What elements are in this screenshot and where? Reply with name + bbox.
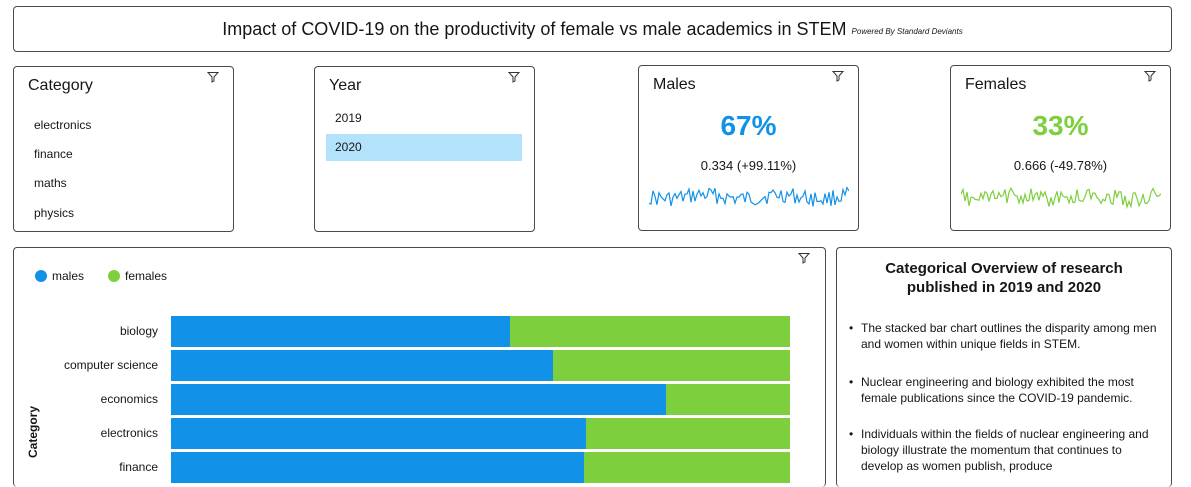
bar-males[interactable] [171,384,667,415]
category-item-maths[interactable]: maths [34,176,67,190]
bar-males[interactable] [171,350,553,381]
filter-icon[interactable] [508,71,520,83]
overview-title: Categorical Overview of research publish… [885,260,1123,296]
category-tick-label: biology [119,324,158,338]
legend-item-females[interactable]: females [108,269,167,283]
stacked-bar-chart-panel: males females biology computer science eco… [13,247,826,487]
bar-males[interactable] [171,418,587,449]
females-kpi-subtext: 0.666 (-49.78%) [1013,158,1108,173]
overview-panel: Categorical Overview of research publish… [836,247,1172,487]
category-item-electronics[interactable]: electronics [34,118,92,132]
males-kpi-title: Males [653,76,696,93]
males-kpi-card: Males 67% 0.334 (+99.11%) [638,65,859,231]
page-title: Impact of COVID-19 on the productivity o… [222,18,847,39]
bar-females[interactable] [586,418,790,449]
males-kpi-value: 67% [720,110,777,141]
year-filter-card: Year 2019 2020 [314,66,535,232]
legend-label: males [52,269,85,283]
filter-icon[interactable] [798,252,810,264]
legend-swatch [35,270,47,282]
year-filter-title: Year [329,77,362,94]
year-item-2019[interactable]: 2019 [335,111,362,125]
year-item-2020[interactable]: 2020 [326,134,522,161]
category-item-physics[interactable]: physics [34,206,75,220]
powered-by-label: Powered By Standard Deviants [851,26,963,36]
bullet-text: The stacked bar chart outlines the dispa… [861,321,1157,351]
females-kpi-title: Females [965,76,1027,93]
category-tick-label: computer science [63,358,158,372]
dashboard-header: Impact of COVID-19 on the productivity o… [13,6,1172,52]
bullet-mark: • [849,375,854,389]
category-filter-title: Category [28,77,93,94]
filter-icon[interactable] [207,71,219,83]
males-kpi-subtext: 0.334 (+99.11%) [700,158,797,173]
females-kpi-value: 33% [1032,110,1089,141]
category-filter-card: Category electronics finance maths physi… [13,66,234,232]
filter-icon[interactable] [1144,70,1156,82]
bar-females[interactable] [552,350,790,381]
bar-females[interactable] [583,452,790,483]
category-tick-label: finance [119,460,158,474]
bar-females[interactable] [666,384,790,415]
bullet-text: Individuals within the fields of nuclear… [861,427,1149,473]
overview-bullet: • Individuals within the fields of nucle… [849,426,1167,474]
y-axis-title: Category [26,405,40,458]
bar-males[interactable] [171,452,584,483]
category-item-finance[interactable]: finance [34,147,73,161]
bullet-mark: • [849,427,854,441]
overview-bullet: • Nuclear engineering and biology exhibi… [849,374,1167,406]
legend-label: females [125,269,168,283]
males-sparkline [649,186,849,207]
females-kpi-card: Females 33% 0.666 (-49.78%) [950,65,1171,231]
category-tick-label: electronics [100,426,158,440]
filter-icon[interactable] [832,70,844,82]
legend-swatch [108,270,120,282]
females-sparkline [961,186,1161,210]
bullet-mark: • [849,321,854,335]
overview-bullet: • The stacked bar chart outlines the dis… [849,320,1167,352]
bar-males[interactable] [171,316,510,347]
bullet-text: Nuclear engineering and biology exhibite… [861,375,1134,405]
bar-females[interactable] [509,316,790,347]
legend-item-males[interactable]: males [35,269,84,283]
category-tick-label: economics [100,392,158,406]
